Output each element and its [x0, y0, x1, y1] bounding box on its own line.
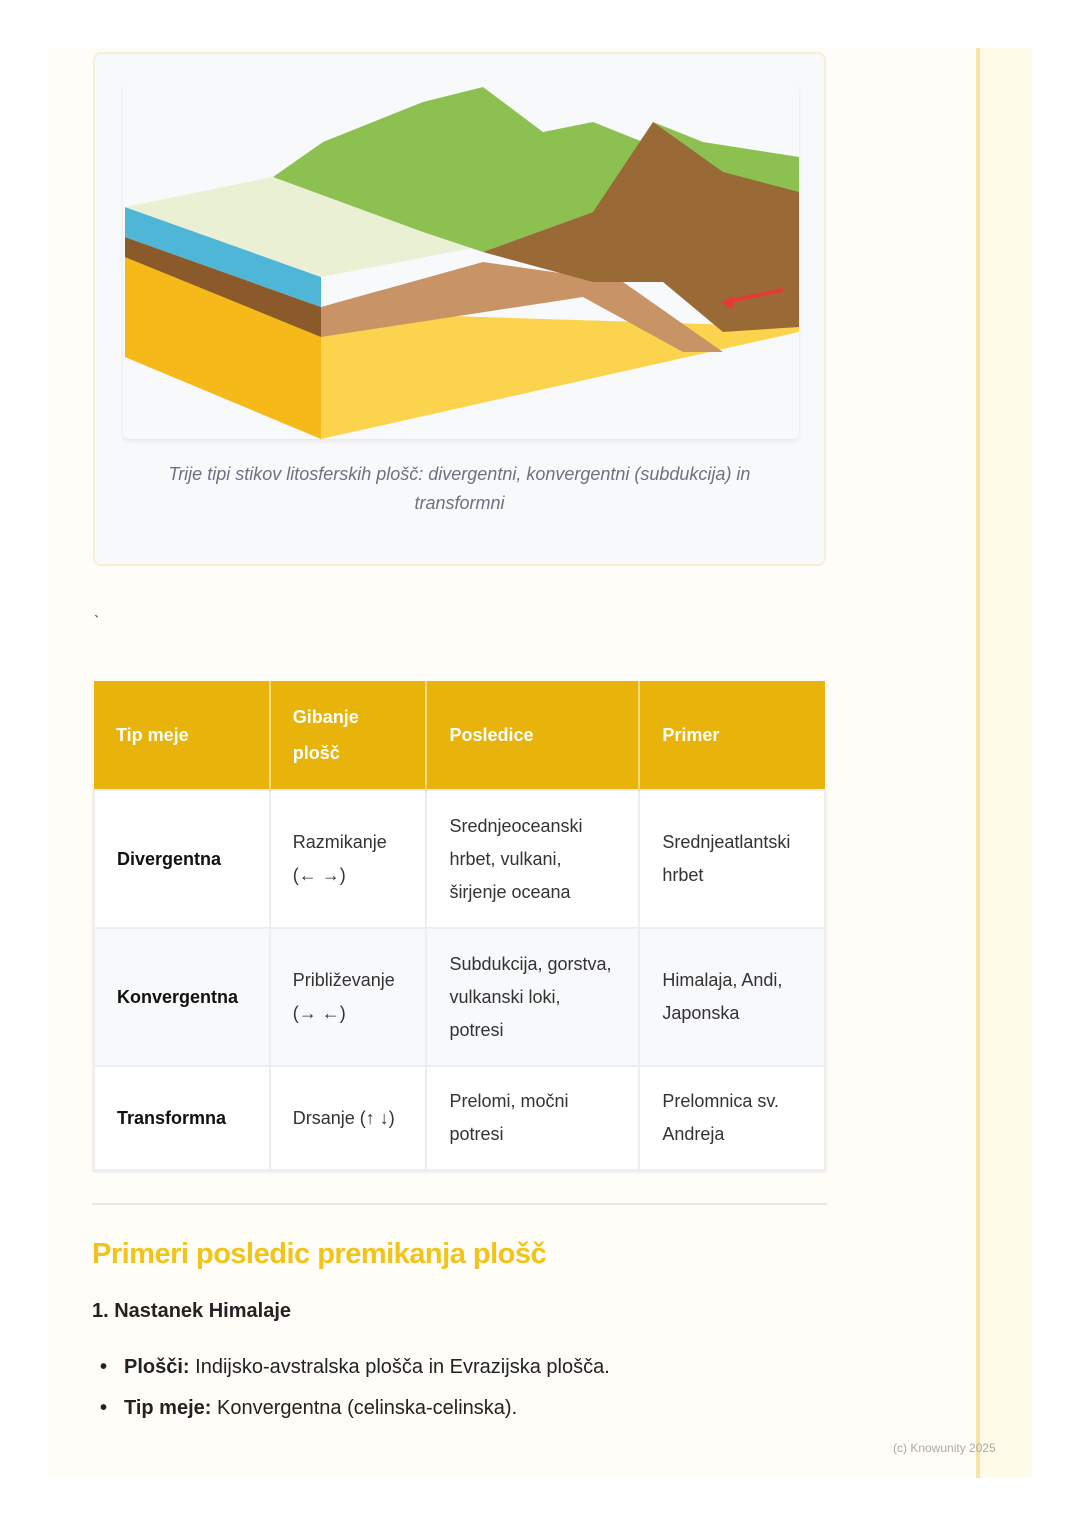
- column-header: Gibanje plošč: [269, 681, 428, 790]
- table-row: Transformna Drsanje (↑ ↓) Prelomi, močni…: [93, 1065, 826, 1171]
- side-strip: [976, 48, 1032, 1478]
- column-header: Primer: [639, 681, 825, 790]
- figure-caption: Trije tipi stikov litosferskih plošč: di…: [168, 464, 751, 513]
- table-cell: Konvergentna: [93, 927, 271, 1067]
- divider: [92, 1203, 827, 1205]
- plate-boundaries-table: Tip meje Gibanje plošč Posledice Primer …: [93, 681, 826, 1171]
- figure-card: Trije tipi stikov litosferskih plošč: di…: [93, 52, 826, 566]
- plate-boundary-illustration: [123, 82, 799, 439]
- table-cell: Transformna: [93, 1065, 271, 1171]
- copyright: (c) Knowunity 2025: [893, 1441, 996, 1455]
- table-cell: Prelomi, močni potresi: [425, 1065, 641, 1171]
- table-row: Divergentna Razmikanje (← →) Srednjeocea…: [93, 789, 826, 929]
- section-subtitle: 1. Nastanek Himalaje: [92, 1300, 291, 1322]
- stray-backtick: `: [94, 614, 100, 631]
- table-cell: Srednjeoceanski hrbet, vulkani, širjenje…: [425, 789, 641, 929]
- table-cell: Približevanje (→ ←): [268, 927, 428, 1067]
- section-title: Primeri posledic premikanja plošč: [92, 1238, 547, 1270]
- bullet-text: Indijsko-avstralska plošča in Evrazijska…: [189, 1356, 610, 1378]
- table-cell: Razmikanje (← →): [268, 789, 428, 929]
- table-cell: Divergentna: [93, 789, 271, 929]
- bullet-label: Tip meje:: [124, 1397, 212, 1419]
- bullet-list: Plošči: Indijsko-avstralska plošča in Ev…: [100, 1356, 610, 1438]
- bullet-label: Plošči:: [124, 1356, 190, 1378]
- column-header: Tip meje: [94, 681, 271, 790]
- table-cell: Srednjeatlantski hrbet: [638, 789, 826, 929]
- table-row: Konvergentna Približevanje (→ ←) Subdukc…: [93, 927, 826, 1067]
- table-cell: Subdukcija, gorstva, vulkanski loki, pot…: [425, 927, 641, 1067]
- table-header-row: Tip meje Gibanje plošč Posledice Primer: [94, 681, 825, 790]
- list-item: Plošči: Indijsko-avstralska plošča in Ev…: [100, 1356, 610, 1379]
- column-header: Posledice: [426, 681, 641, 790]
- table-cell: Prelomnica sv. Andreja: [638, 1065, 826, 1171]
- table-cell: Drsanje (↑ ↓): [268, 1065, 428, 1171]
- bullet-text: Konvergentna (celinska-celinska).: [211, 1397, 518, 1419]
- list-item: Tip meje: Konvergentna (celinska-celinsk…: [100, 1397, 610, 1420]
- table-cell: Himalaja, Andi, Japonska: [638, 927, 826, 1067]
